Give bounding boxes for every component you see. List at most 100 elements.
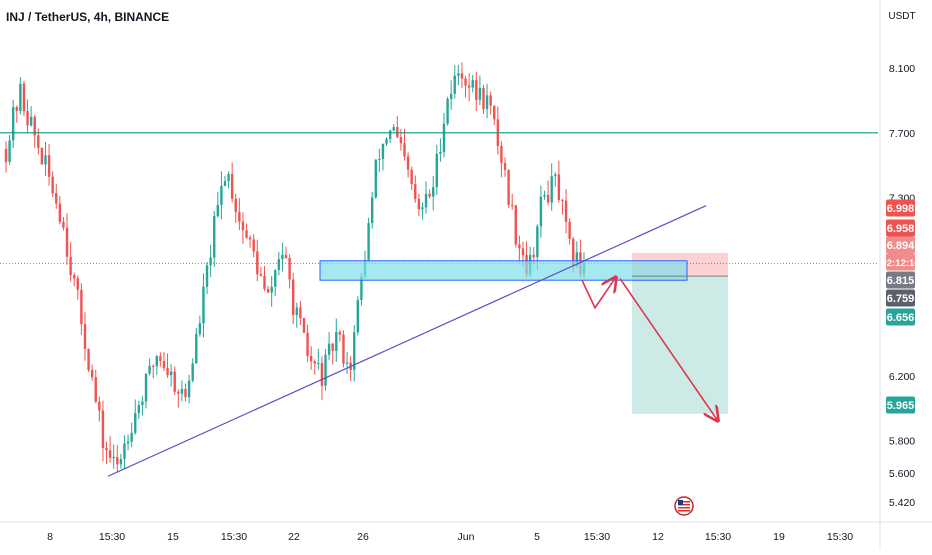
candle-body (119, 458, 123, 465)
candle-body (270, 286, 273, 293)
candle-body (166, 367, 169, 376)
candle-body (137, 405, 141, 414)
candle-body (123, 443, 126, 459)
time-tick-label: 15:30 (221, 531, 247, 543)
time-tick-label: 15:30 (705, 531, 731, 543)
candle-body (374, 159, 377, 198)
candle-body (370, 197, 374, 224)
candle-body (424, 193, 428, 208)
time-tick-label: 15 (167, 531, 179, 543)
candle-body (173, 371, 176, 392)
candle-body (353, 332, 356, 370)
candle-body (381, 143, 385, 159)
price-badge (886, 219, 915, 237)
candle-body (554, 174, 557, 177)
price-tick-label: 8.100 (889, 63, 915, 75)
candle-body (439, 151, 442, 154)
candle-body (457, 73, 460, 76)
ascending-trendline (107, 205, 707, 477)
candle-body (159, 356, 162, 362)
candle-body (442, 123, 446, 152)
time-tick-label: 15:30 (99, 531, 125, 543)
candle-body (478, 87, 482, 100)
candle-body (51, 176, 54, 194)
candle-body (575, 252, 579, 267)
candle-body (281, 254, 284, 260)
candle-body (449, 93, 453, 99)
candle-body (331, 343, 334, 351)
candle-body (259, 274, 263, 276)
candle-body (26, 111, 29, 126)
candle-body (403, 143, 406, 157)
price-tick-label: 7.700 (889, 128, 915, 140)
candle-body (155, 356, 158, 367)
candle-body (309, 355, 313, 362)
price-badge-label: 5.965 (887, 400, 915, 412)
candle-body (263, 275, 266, 289)
price-badge-label: 02:12:16 (881, 258, 919, 269)
candle-body (8, 140, 11, 162)
candle-body (101, 410, 105, 448)
candle-body (105, 447, 108, 451)
candle-body (44, 155, 47, 165)
candle-body (108, 450, 112, 458)
candle-body (187, 380, 191, 398)
candle-body (195, 333, 198, 364)
candle-body (284, 254, 288, 258)
candle-body (94, 377, 97, 402)
candle-body (87, 348, 90, 371)
candle-body (169, 371, 173, 376)
candle-body (256, 251, 259, 275)
flag-stripe (678, 510, 690, 512)
candle-body (162, 361, 166, 368)
flag-stripe (678, 504, 690, 506)
candle-body (234, 198, 237, 212)
candle-body (421, 207, 424, 210)
candle-body (288, 257, 291, 280)
candle-body (252, 239, 255, 252)
candle-body (241, 221, 245, 231)
candle-body (435, 153, 439, 188)
price-badge-label: 6.656 (887, 312, 915, 324)
candle-body (116, 457, 119, 465)
candle-body (33, 116, 36, 136)
candle-body (500, 145, 503, 164)
candle-body (493, 105, 496, 120)
candle-body (144, 373, 148, 402)
candle-body (184, 388, 187, 398)
candle-body (414, 184, 417, 199)
flag-stripe (678, 507, 690, 509)
candle-body (392, 126, 395, 131)
candle-body (396, 126, 399, 138)
candle-body (266, 288, 270, 293)
time-tick-label: Jun (458, 531, 475, 543)
candle-body (503, 163, 507, 171)
candle-body (141, 401, 144, 406)
time-tick-label: 15:30 (584, 531, 610, 543)
candle-body (191, 363, 194, 381)
candle-body (356, 300, 360, 333)
projection-arrow-1 (581, 279, 615, 310)
price-badge (886, 236, 915, 254)
candle-body (564, 200, 568, 222)
candle-body (130, 432, 133, 442)
candle-body (410, 169, 413, 185)
price-tick-label: 5.800 (889, 436, 915, 448)
candle-body (198, 323, 202, 334)
price-badge-label: 6.759 (887, 293, 915, 305)
candle-body (306, 332, 309, 356)
candle-body (177, 391, 180, 394)
price-badge (886, 199, 915, 217)
time-tick-label: 8 (47, 531, 53, 543)
candle-body (11, 107, 15, 141)
price-badge (886, 396, 915, 414)
candle-body (76, 278, 80, 290)
time-tick-label: 19 (773, 531, 785, 543)
candle-body (320, 362, 324, 386)
candle-body (55, 193, 58, 204)
chart-title: INJ / TetherUS, 4h, BINANCE (6, 10, 169, 24)
candle-body (90, 370, 94, 378)
candle-body (62, 221, 65, 228)
